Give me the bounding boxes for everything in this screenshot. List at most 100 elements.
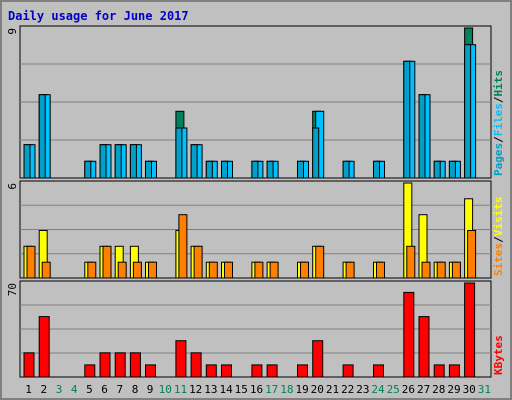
bar-sites-day-11 [178,214,188,279]
bar-sites-day-8 [132,261,142,279]
bar-kbytes-day-22 [342,364,354,378]
day-label-30: 30 [463,383,476,396]
day-label-15: 15 [235,383,248,396]
bar-sites-day-24 [376,261,385,279]
bar-pages-day-26 [403,60,411,179]
bar-pages-day-16 [251,160,259,179]
bar-pages-day-19 [297,160,304,179]
bar-pages-day-24 [373,160,380,179]
bar-sites-day-16 [254,261,264,279]
chart-title: Daily usage for June 2017 [8,9,189,23]
bar-kbytes-day-13 [205,364,217,378]
day-label-9: 9 [147,383,154,396]
bar-kbytes-day-12 [190,352,202,378]
kbytes-panel: 70 KBytes [6,280,505,378]
bar-pages-day-14 [221,160,228,179]
day-label-21: 21 [326,383,339,396]
bar-kbytes-day-1 [23,352,35,378]
day-label-16: 16 [250,383,263,396]
bar-sites-day-1 [26,245,36,279]
bar-pages-day-5 [84,160,92,179]
bar-kbytes-day-19 [297,364,308,378]
bar-pages-day-1 [23,144,31,179]
day-label-4: 4 [71,383,78,396]
bar-sites-day-29 [451,261,461,279]
bar-sites-day-26 [406,245,416,279]
bar-sites-day-14 [224,261,233,279]
bar-pages-day-12 [190,144,198,179]
bar-pages-day-22 [342,160,350,179]
bar-pages-day-8 [129,144,137,179]
sites-visits-panel: 6 Sites/Visits [6,180,505,279]
bar-kbytes-day-5 [84,364,96,378]
day-label-27: 27 [417,383,430,396]
day-label-6: 6 [101,383,108,396]
bar-sites-day-9 [148,261,157,279]
day-label-24: 24 [371,383,385,396]
bar-kbytes-day-26 [403,291,415,378]
day-label-2: 2 [40,383,47,396]
legend-part: Hits [492,70,505,97]
day-label-10: 10 [159,383,172,396]
legend-part: / [492,136,505,143]
bar-kbytes-day-30 [464,282,476,378]
legend-part: / [492,96,505,103]
day-label-20: 20 [311,383,324,396]
bar-kbytes-day-8 [129,352,141,378]
bar-pages-day-27 [418,94,426,179]
bar-sites-day-19 [300,261,309,279]
legend-part: KBytes [492,335,505,375]
bar-sites-day-27 [421,261,431,279]
pages-files-hits-panel: 9 Pages/Files/Hits [6,25,505,179]
bar-sites-day-12 [193,245,203,279]
day-label-7: 7 [116,383,123,396]
y-axis-legend-label: KBytes [492,335,505,375]
bar-sites-day-20 [315,245,325,279]
day-label-29: 29 [447,383,460,396]
bar-pages-day-11 [175,127,183,179]
day-label-5: 5 [86,383,93,396]
bar-kbytes-day-24 [373,364,384,378]
legend-part: Pages [492,143,505,176]
bar-kbytes-day-27 [418,316,430,378]
bar-pages-day-9 [145,160,152,179]
day-axis: 1 2 3 4 5 6 7 8 9 10 11 12 13 14 15 16 17 18 19 20 21 22 23 24 2… [25,383,491,396]
y-max-label: 6 [6,183,19,190]
day-label-8: 8 [132,383,139,396]
bar-kbytes-day-7 [114,352,126,378]
bar-sites-day-13 [208,261,218,279]
day-label-13: 13 [204,383,217,396]
legend-part: / [492,236,505,243]
day-label-22: 22 [341,383,354,396]
bar-kbytes-day-11 [175,340,187,378]
bar-pages-day-7 [114,144,122,179]
day-label-31: 31 [478,383,491,396]
bar-kbytes-day-16 [251,364,263,378]
bar-kbytes-day-6 [99,352,111,378]
day-label-18: 18 [280,383,293,396]
day-label-23: 23 [356,383,369,396]
bar-kbytes-day-9 [145,364,156,378]
bar-kbytes-day-28 [433,364,445,378]
bar-sites-day-5 [87,261,97,279]
day-label-3: 3 [56,383,63,396]
bar-sites-day-2 [41,261,51,279]
bar-kbytes-day-29 [448,364,460,378]
bar-sites-day-28 [436,261,446,279]
bar-pages-day-6 [99,144,107,179]
y-max-label: 9 [6,28,19,35]
y-axis-legend-label: Pages/Files/Hits [492,70,505,176]
bar-kbytes-day-14 [221,364,232,378]
bar-sites-day-6 [102,245,112,279]
day-label-28: 28 [432,383,445,396]
day-label-19: 19 [295,383,308,396]
legend-part: Visits [492,197,505,237]
legend-part: Sites [492,243,505,276]
bar-kbytes-day-20 [312,340,324,378]
bar-sites-day-30 [467,230,477,279]
bar-pages-day-2 [38,94,46,179]
bar-sites-day-7 [117,261,127,279]
bar-pages-day-20 [312,127,320,179]
